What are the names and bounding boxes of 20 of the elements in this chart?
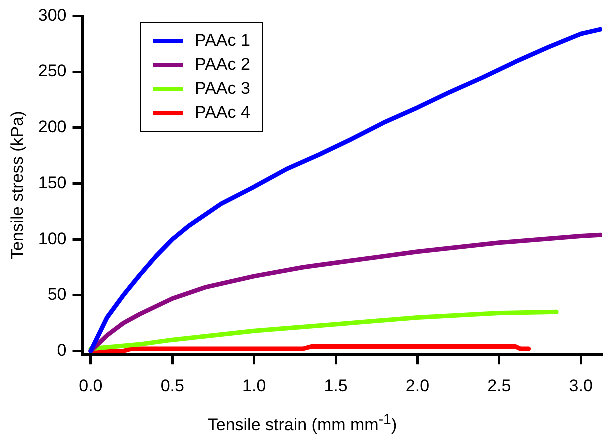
y-tick-label: 50 [48,285,67,304]
x-tick-label: 2.5 [488,376,512,396]
y-tick-label: 150 [38,173,67,192]
legend-label: PAAc 4 [195,103,250,123]
x-tick-label: 0.5 [160,376,184,396]
y-tick-label: 200 [38,118,67,137]
x-tick-label: 2.0 [406,376,430,396]
x-axis-title: Tensile strain (mm mm$^{-1}$) [206,412,398,436]
x-tick-label: 1.5 [324,376,348,396]
legend-label: PAAc 2 [195,55,250,75]
legend-label: PAAc 3 [195,79,250,99]
x-tick-label: 0.0 [79,376,103,396]
y-tick-label: 0 [57,340,67,360]
y-tick-label: 250 [38,62,67,81]
y-tick-label: 100 [38,229,67,248]
x-tick-label: 1.0 [242,376,266,396]
x-tick-label: 3.0 [569,376,593,396]
y-axis-title: Tensile stress (kPa) [8,111,27,260]
legend-label: PAAc 1 [195,31,250,51]
y-tick-label: 300 [38,6,67,25]
